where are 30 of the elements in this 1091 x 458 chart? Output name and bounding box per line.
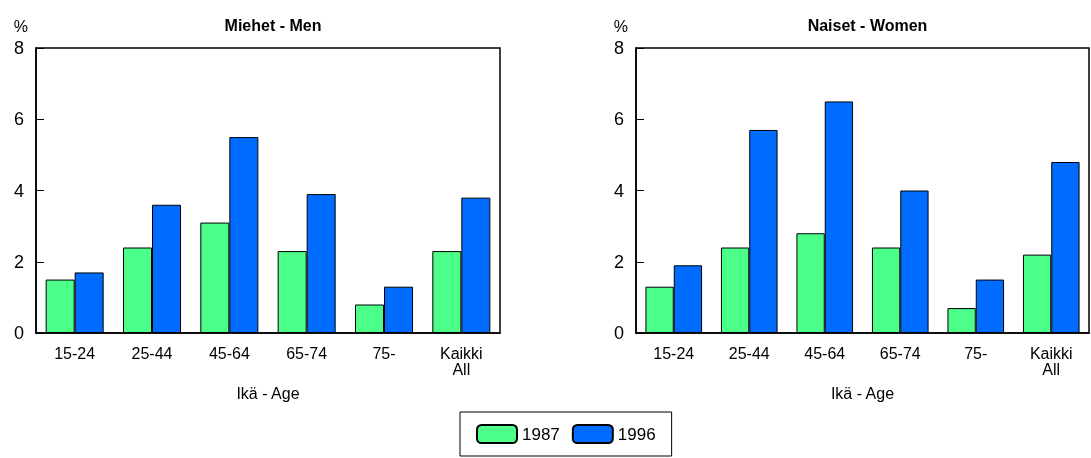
y-tick-label: 8 <box>13 38 24 58</box>
x-tick-label: Kaikki All <box>1029 344 1073 378</box>
chart-title: Miehet - Men <box>224 16 322 34</box>
x-tick-label: 15-24 <box>54 344 96 362</box>
y-tick-label: 6 <box>613 109 624 130</box>
x-tick-label: 25-44 <box>728 344 770 362</box>
y-axis-title: % <box>13 17 28 35</box>
chart-title: Naiset - Women <box>807 16 928 34</box>
y-tick-label: 0 <box>13 323 24 343</box>
x-tick-label: 15-24 <box>653 344 695 362</box>
x-tick-label: 45-64 <box>804 344 846 362</box>
x-tick-label: 45-64 <box>208 344 250 362</box>
x-axis-title: Ikä - Age <box>236 384 300 402</box>
y-tick-label: 2 <box>13 251 24 272</box>
y-tick-label: 4 <box>13 180 24 201</box>
y-tick-label: 8 <box>613 38 624 58</box>
y-tick-label: 6 <box>13 109 24 130</box>
x-tick-label: 75- <box>372 344 396 362</box>
x-tick-label: Kaikki All <box>439 344 483 378</box>
x-tick-label: 65-74 <box>879 344 921 362</box>
x-tick-label: 65-74 <box>286 344 328 362</box>
y-tick-label: 0 <box>613 323 624 343</box>
legend-label: 1987 <box>522 424 560 444</box>
y-axis-title: % <box>613 17 628 35</box>
x-tick-label: 25-44 <box>131 344 173 362</box>
x-tick-label: 75- <box>964 344 988 362</box>
y-tick-label: 4 <box>613 180 624 201</box>
x-axis-title: Ikä - Age <box>830 384 895 402</box>
legend-label: 1996 <box>617 424 656 444</box>
y-tick-label: 2 <box>613 251 624 272</box>
